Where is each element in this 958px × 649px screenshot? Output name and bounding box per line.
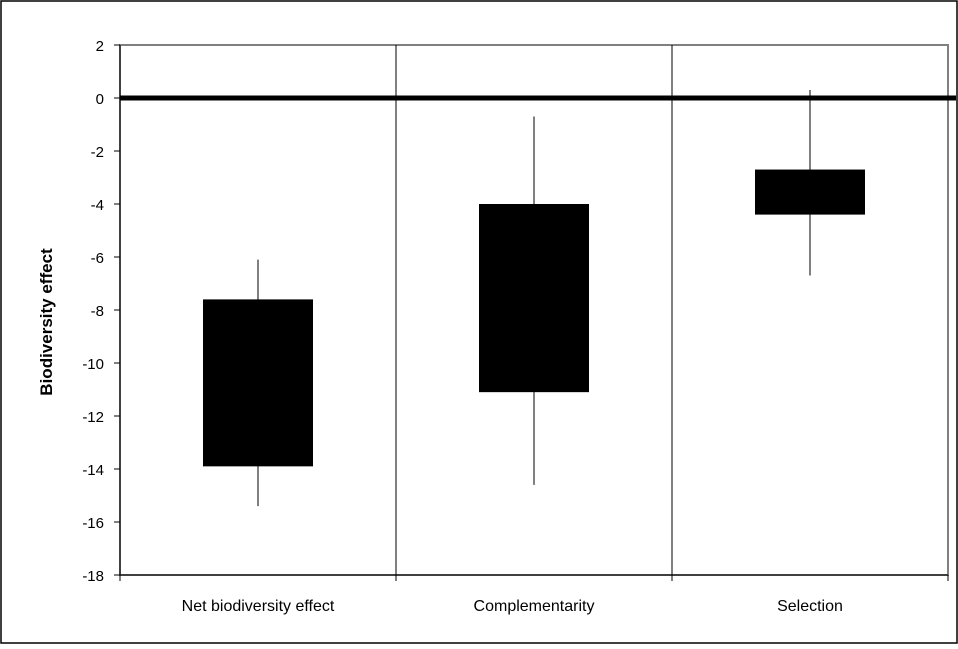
y-tick-label: -18 (82, 568, 104, 585)
box (203, 299, 313, 466)
y-tick-label: -16 (82, 515, 104, 532)
y-tick-label: -14 (82, 462, 104, 479)
y-tick-label: -8 (91, 303, 104, 320)
box (755, 170, 865, 215)
x-category-label: Net biodiversity effect (182, 598, 335, 615)
box (479, 204, 589, 392)
y-tick-label: 2 (96, 38, 104, 55)
y-tick-label: -4 (91, 197, 104, 214)
y-tick-label: 0 (96, 91, 104, 108)
y-tick-label: -2 (91, 144, 104, 161)
y-tick-label: -10 (82, 356, 104, 373)
y-axis-label: Biodiversity effect (37, 248, 56, 396)
y-tick-label: -12 (82, 409, 104, 426)
y-tick-label: -6 (91, 250, 104, 267)
x-category-label: Complementarity (474, 598, 595, 615)
x-category-label: Selection (777, 598, 843, 615)
